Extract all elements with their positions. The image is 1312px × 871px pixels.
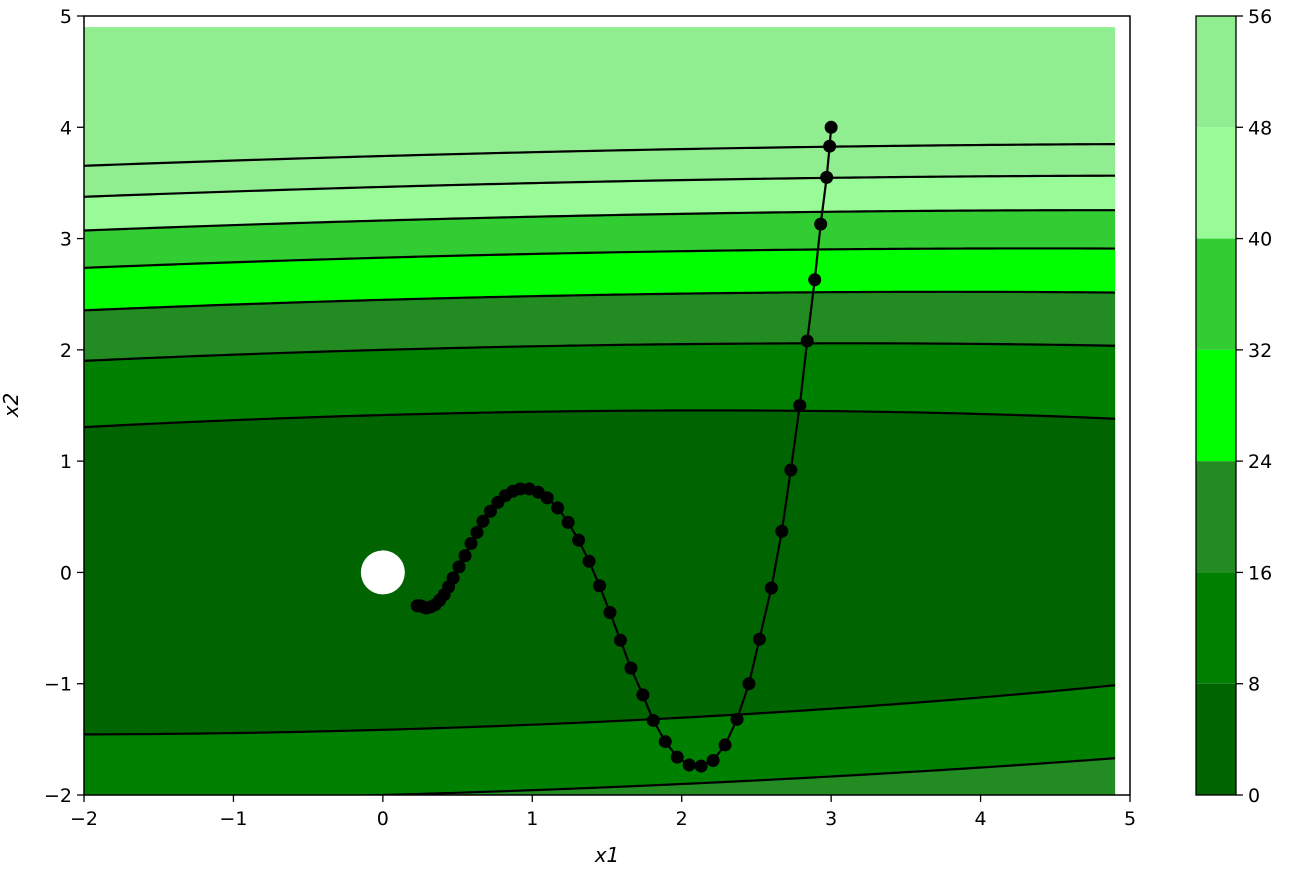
x-tick-label: −1: [219, 808, 247, 830]
trajectory-point: [706, 754, 720, 767]
x-tick-label: 2: [676, 808, 688, 830]
trajectory-point: [491, 495, 505, 509]
trajectory-point: [742, 677, 756, 691]
trajectory-point: [670, 750, 684, 764]
x-tick-label: 5: [1124, 808, 1136, 830]
contour-line-16-lower: [341, 757, 1116, 795]
x-tick-label: 4: [975, 808, 987, 830]
contour-lines: [84, 143, 1116, 828]
trajectory-point: [470, 525, 484, 539]
trajectory: [410, 120, 838, 773]
plot-frame: [83, 15, 1131, 796]
y-tick-label: 5: [60, 6, 72, 28]
contour-line-40-upper: [84, 209, 1116, 232]
trajectory-point: [464, 536, 478, 550]
trajectory-point: [522, 482, 536, 496]
trajectory-point: [636, 688, 650, 702]
trajectory-point: [682, 758, 696, 772]
trajectory-point: [458, 549, 472, 563]
colorbar-tick-label: 8: [1248, 674, 1260, 696]
colorbar-border: [1195, 15, 1237, 796]
colorbar-tick-label: 32: [1248, 340, 1272, 362]
trajectory-point: [551, 501, 565, 515]
colorbar-segment-0: [1196, 683, 1236, 795]
trajectory-point: [483, 504, 497, 518]
x-tick-label: 1: [526, 808, 538, 830]
trajectory-point: [800, 334, 814, 348]
colorbar-tick-label: 0: [1248, 785, 1260, 807]
contour-line-32-upper: [84, 247, 1116, 269]
y-tick-label: 0: [60, 562, 72, 584]
trajectory-point: [718, 738, 732, 752]
colorbar-tick-label: 24: [1248, 451, 1272, 473]
trajectory-point: [793, 399, 807, 412]
colorbar-segment-16: [1196, 461, 1236, 573]
colorbar-segment-40: [1196, 127, 1236, 239]
x-tick-label: −2: [70, 808, 98, 830]
x-axis: −2 −1 0 1 2 3 4 5: [70, 795, 1136, 830]
trajectory-point: [452, 560, 466, 574]
trajectory-point: [764, 581, 778, 595]
colorbar-segment-24: [1196, 349, 1236, 462]
trajectory-point: [808, 273, 822, 287]
x-tick-label: 3: [825, 808, 837, 830]
trajectory-point: [824, 120, 838, 134]
trajectory-point: [572, 533, 586, 547]
trajectory-point: [658, 735, 672, 749]
trajectory-point: [784, 463, 798, 477]
trajectory-point: [561, 515, 575, 529]
x-axis-label: x1: [594, 843, 620, 867]
contour-fills: [84, 27, 1116, 795]
contour-line-16-upper: [84, 342, 1116, 362]
colorbar-tick-label: 48: [1248, 117, 1272, 139]
trajectory-point: [775, 524, 789, 538]
y-axis: −2 −1 0 1 2 3 4 5: [44, 6, 84, 807]
trajectory-point: [752, 632, 766, 646]
contour-line-56-upper: [84, 143, 1116, 167]
contour-line-24-lower: [820, 811, 1115, 828]
plot-border: [83, 15, 1131, 796]
trajectory-point: [603, 605, 617, 619]
colorbar-segment-32: [1196, 238, 1236, 350]
trajectory-point: [613, 633, 627, 647]
trajectory-point: [814, 217, 828, 231]
minimum-marker: [360, 550, 405, 595]
contour-line-8-lower: [84, 684, 1116, 736]
minimum-point: [360, 550, 405, 595]
trajectory-point: [476, 514, 490, 528]
trajectory-point: [582, 554, 596, 568]
y-tick-label: 4: [60, 117, 72, 139]
trajectory-point: [410, 599, 424, 613]
trajectory-point: [593, 579, 607, 593]
contour-line-24-upper: [84, 290, 1116, 312]
y-tick-label: 1: [60, 451, 72, 473]
y-tick-label: 2: [60, 340, 72, 362]
trajectory-point: [694, 759, 708, 773]
contour-line-48-upper: [84, 174, 1116, 198]
colorbar-segment-48: [1196, 16, 1236, 128]
y-axis-label: x2: [0, 393, 23, 419]
colorbar-tick-label: 16: [1248, 562, 1272, 584]
colorbar: 0 8 16 24 32 40 48 56: [1195, 6, 1272, 807]
trajectory-point: [646, 713, 660, 727]
y-tick-label: 3: [60, 229, 72, 251]
y-tick-label: −2: [44, 785, 72, 807]
x-tick-label: 0: [377, 808, 389, 830]
colorbar-segment-8: [1196, 572, 1236, 684]
trajectory-point: [624, 661, 638, 675]
colorbar-tick-label: 40: [1248, 229, 1272, 251]
contour-band-0: [84, 410, 1116, 735]
colorbar-tick-label: 56: [1248, 6, 1272, 28]
trajectory-point: [820, 170, 834, 184]
contour-line-8-upper: [84, 409, 1116, 429]
trajectory-point: [730, 712, 744, 726]
trajectory-point: [823, 139, 837, 153]
y-tick-label: −1: [44, 674, 72, 696]
